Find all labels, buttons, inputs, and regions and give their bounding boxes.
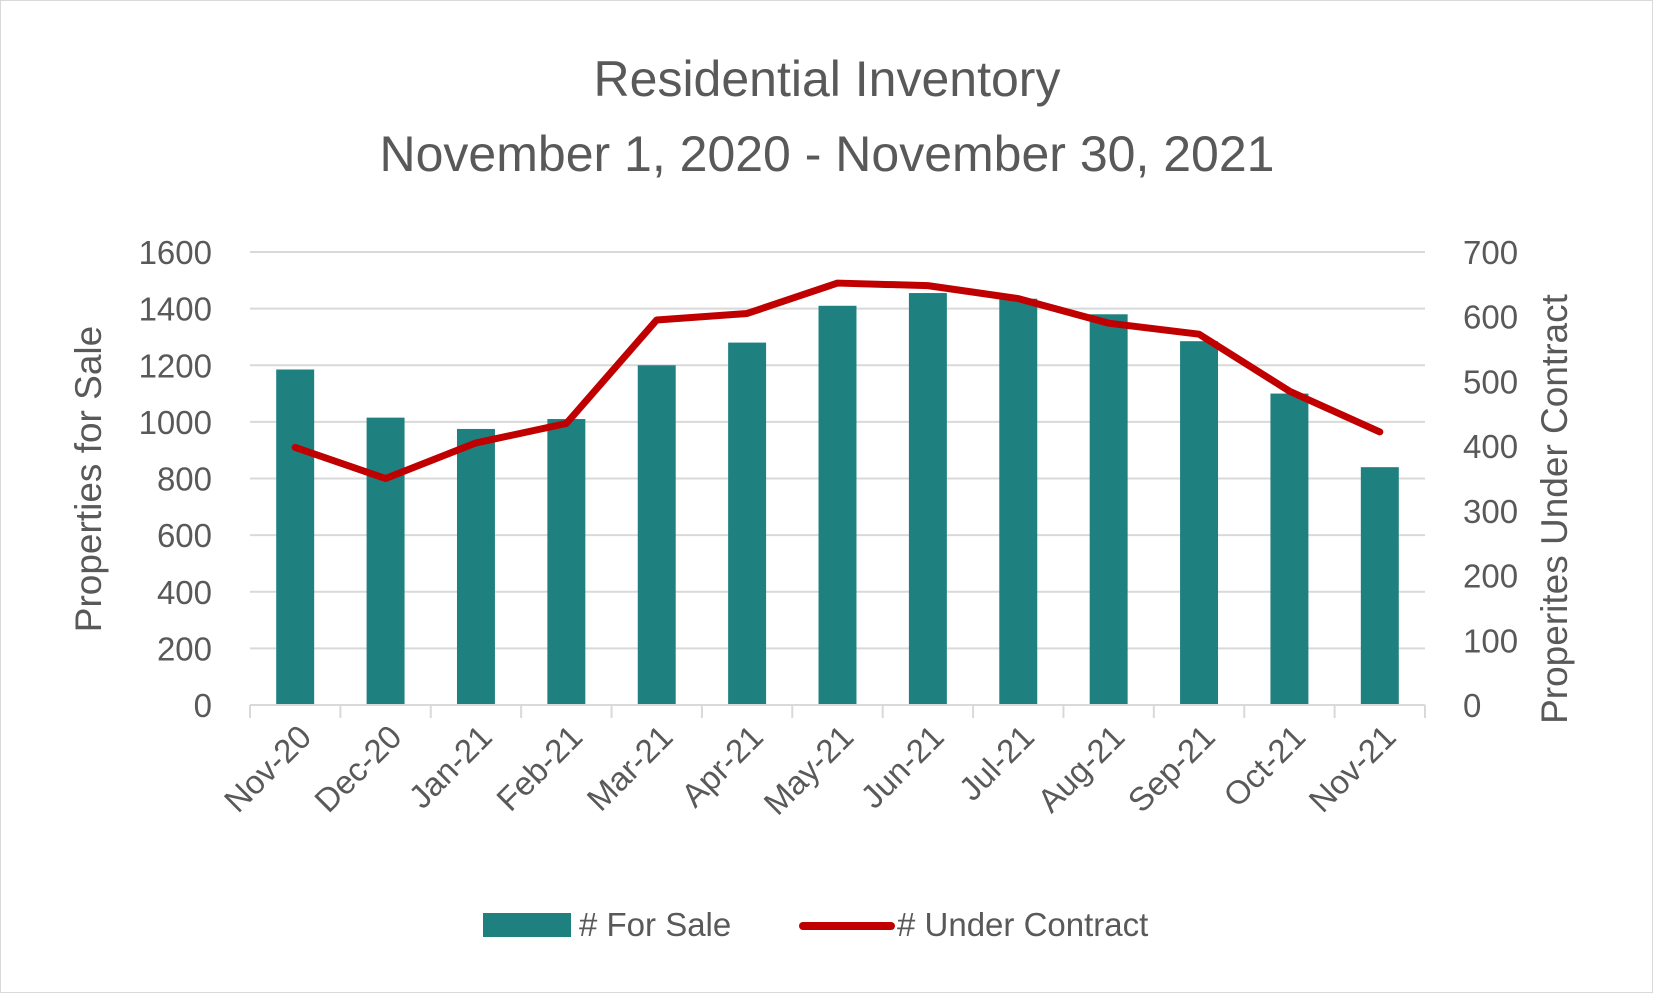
y-tick-label: 1600 bbox=[139, 234, 212, 271]
bar-for-sale bbox=[456, 428, 495, 705]
point-under-contract bbox=[564, 421, 569, 426]
y-tick-label: 1200 bbox=[139, 347, 212, 384]
y2-tick-label: 400 bbox=[1463, 428, 1518, 465]
point-under-contract bbox=[1377, 429, 1382, 434]
y-tick-label: 1400 bbox=[139, 291, 212, 328]
bar-for-sale bbox=[999, 298, 1038, 705]
point-under-contract bbox=[293, 445, 298, 450]
x-tick-label: Sep-21 bbox=[1121, 718, 1222, 819]
chart-subtitle: November 1, 2020 - November 30, 2021 bbox=[380, 126, 1275, 182]
bar-for-sale bbox=[1089, 314, 1128, 705]
x-tick-label: Jun-21 bbox=[853, 718, 951, 816]
bar-for-sale bbox=[276, 369, 315, 705]
bar-series bbox=[276, 293, 1399, 705]
x-tick-label: Jan-21 bbox=[401, 718, 499, 816]
y2-tick-label: 100 bbox=[1463, 622, 1518, 659]
point-under-contract bbox=[1106, 321, 1111, 326]
legend-label-under-contract: # Under Contract bbox=[897, 906, 1148, 943]
bar-for-sale bbox=[728, 342, 767, 705]
y-axis-title: Properties for Sale bbox=[68, 326, 109, 632]
bar-for-sale bbox=[637, 365, 676, 705]
y-tick-label: 0 bbox=[194, 687, 212, 724]
legend-swatch-for-sale bbox=[483, 913, 571, 937]
y-tick-label: 600 bbox=[157, 517, 212, 554]
bar-for-sale bbox=[366, 417, 405, 705]
x-tick-label: Apr-21 bbox=[674, 718, 770, 814]
legend: # For Sale # Under Contract bbox=[483, 906, 1148, 943]
point-under-contract bbox=[925, 283, 930, 288]
y2-tick-label: 700 bbox=[1463, 234, 1518, 271]
y2-tick-label: 200 bbox=[1463, 558, 1518, 595]
x-tick-label: Feb-21 bbox=[489, 718, 589, 818]
bar-for-sale bbox=[818, 305, 857, 705]
bar-for-sale bbox=[547, 419, 586, 705]
point-under-contract bbox=[1016, 296, 1021, 301]
point-under-contract bbox=[1197, 332, 1202, 337]
point-under-contract bbox=[654, 317, 659, 322]
bar-for-sale bbox=[1180, 341, 1219, 705]
bar-for-sale bbox=[1270, 393, 1309, 705]
x-tick-label: Nov-20 bbox=[217, 718, 318, 819]
x-tick-label: Mar-21 bbox=[580, 718, 680, 818]
y2-tick-label: 300 bbox=[1463, 493, 1518, 530]
x-tick-label: Oct-21 bbox=[1216, 718, 1312, 814]
x-tick-label: Nov-21 bbox=[1301, 718, 1402, 819]
bar-for-sale bbox=[908, 293, 947, 705]
y-tick-label: 400 bbox=[157, 574, 212, 611]
y2-tick-label: 0 bbox=[1463, 687, 1481, 724]
point-under-contract bbox=[473, 440, 478, 445]
y2-tick-label: 600 bbox=[1463, 299, 1518, 336]
chart-title: Residential Inventory bbox=[594, 51, 1061, 107]
point-under-contract bbox=[745, 311, 750, 316]
point-under-contract bbox=[835, 281, 840, 286]
x-tick-label: Dec-20 bbox=[307, 718, 408, 819]
point-under-contract bbox=[383, 476, 388, 481]
bar-for-sale bbox=[1360, 467, 1399, 705]
x-tick-label: Jul-21 bbox=[951, 718, 1041, 808]
point-under-contract bbox=[1287, 389, 1292, 394]
y-tick-label: 800 bbox=[157, 461, 212, 498]
legend-label-for-sale: # For Sale bbox=[579, 906, 731, 943]
x-tick-label: May-21 bbox=[756, 718, 860, 822]
x-tick-label: Aug-21 bbox=[1030, 718, 1131, 819]
y2-axis-title: Properites Under Contract bbox=[1534, 293, 1575, 724]
y-tick-label: 1000 bbox=[139, 404, 212, 441]
y2-tick-label: 500 bbox=[1463, 363, 1518, 400]
y-tick-label: 200 bbox=[157, 630, 212, 667]
line-series bbox=[291, 279, 1384, 482]
